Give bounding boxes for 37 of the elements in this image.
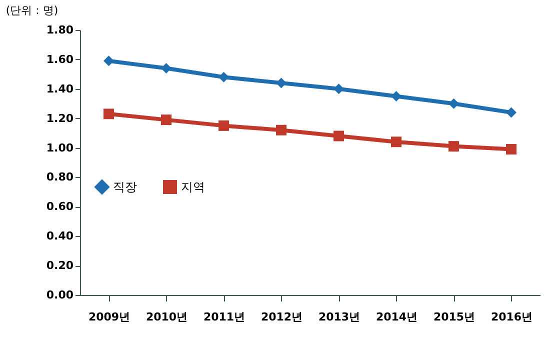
x-tick-label: 2016년 — [490, 310, 533, 324]
point — [104, 108, 114, 120]
y-tick-label: 1.60 — [46, 52, 74, 66]
y-axis-title: (단위 : 명) — [6, 4, 58, 17]
x-tick-label: 2011년 — [203, 310, 246, 324]
point — [276, 78, 286, 88]
point — [506, 144, 516, 154]
point — [334, 84, 344, 94]
y-tick-label: 1.40 — [46, 82, 74, 96]
y-tick-label: 0.00 — [46, 288, 74, 302]
y-tick-label: 0.20 — [46, 259, 74, 272]
point — [218, 72, 229, 82]
point — [391, 136, 402, 148]
y-tick-label: 0.80 — [46, 170, 74, 184]
point — [334, 130, 344, 142]
x-tick-label: 2012년 — [260, 310, 303, 324]
y-tick-label: 1.00 — [46, 141, 74, 154]
point — [506, 107, 516, 118]
point — [104, 56, 114, 66]
x-tick-label: 2015년 — [433, 310, 476, 324]
point — [276, 124, 286, 136]
point — [448, 98, 459, 109]
y-tick-label: 1.80 — [46, 24, 74, 36]
x-tick-label: 2013년 — [318, 310, 360, 324]
point — [218, 120, 229, 131]
point — [161, 114, 172, 126]
x-tick-label: 2009년 — [88, 310, 130, 324]
point — [391, 91, 402, 102]
x-tick-label: 2014년 — [376, 310, 418, 324]
legend-label: 지역 — [181, 180, 205, 194]
y-tick-label: 1.20 — [46, 112, 74, 125]
y-tick-label: 0.40 — [46, 230, 74, 243]
x-tick-label: 2010년 — [146, 310, 188, 324]
legend-label: 직장 — [113, 180, 137, 194]
y-tick-label: 0.60 — [46, 200, 74, 214]
point — [161, 63, 172, 74]
point — [448, 141, 459, 152]
